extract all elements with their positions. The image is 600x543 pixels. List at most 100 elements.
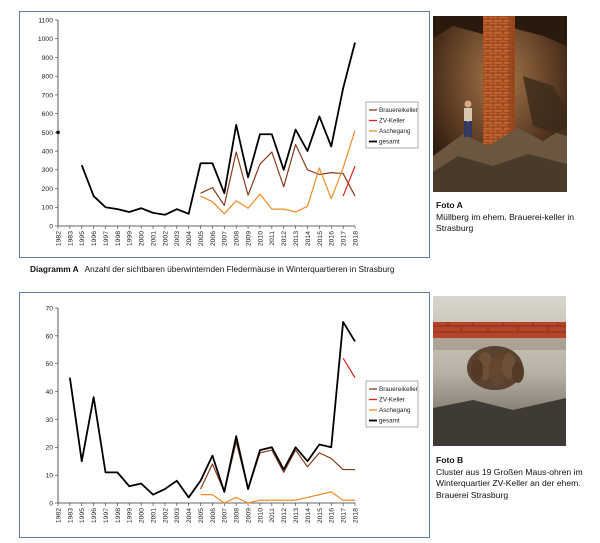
x-tick-label: 1995 xyxy=(79,508,86,523)
y-tick-label: 600 xyxy=(42,111,54,118)
y-tick-label: 100 xyxy=(42,205,54,212)
x-tick-label: 2011 xyxy=(269,508,276,523)
series-line xyxy=(200,491,355,504)
photo-a-title: Foto A xyxy=(436,200,463,210)
y-tick-label: 50 xyxy=(45,361,53,368)
y-tick-label: 400 xyxy=(42,148,54,155)
x-tick-label: 2007 xyxy=(222,231,229,246)
x-tick-label: 2010 xyxy=(257,508,264,523)
y-tick-label: 700 xyxy=(42,92,54,99)
x-tick-label: 2006 xyxy=(210,231,217,246)
x-tick-label: 1983 xyxy=(67,231,74,246)
y-tick-label: 1000 xyxy=(38,36,53,43)
series-line xyxy=(342,357,356,378)
x-tick-label: 2006 xyxy=(210,508,217,523)
y-tick-label: 800 xyxy=(42,74,54,81)
chart-b: 0 10 20 30 40 50 60 70 1982 1983 1995 1996 1997 1998 1… xyxy=(45,305,419,523)
x-tick-label: 2001 xyxy=(150,231,157,246)
series-line xyxy=(200,130,356,215)
y-tick-label: 300 xyxy=(42,167,54,174)
x-tick-label: 1983 xyxy=(67,508,74,523)
series-line xyxy=(200,143,356,206)
x-tick-label: 2003 xyxy=(174,508,181,523)
x-tick-label: 2003 xyxy=(174,231,181,246)
photo-a-image xyxy=(433,16,567,192)
x-tick-label: 1998 xyxy=(115,231,122,246)
x-tick-label: 2017 xyxy=(341,231,348,246)
x-tick-label: 1995 xyxy=(79,231,86,246)
x-tick-label: 2014 xyxy=(305,231,312,246)
x-tick-label: 1996 xyxy=(91,508,98,523)
y-tick-label: 500 xyxy=(42,130,54,137)
legend-label: Brauereikeller xyxy=(379,107,418,114)
legend-label: ZV-Keller xyxy=(379,397,405,404)
x-tick-label: 2017 xyxy=(341,508,348,523)
data-point xyxy=(56,130,60,135)
photo-a xyxy=(433,16,567,192)
series-line xyxy=(200,441,355,493)
y-tick-label: 40 xyxy=(45,389,53,396)
x-tick-label: 2008 xyxy=(234,231,241,246)
x-tick-label: 1997 xyxy=(103,508,110,523)
x-tick-label: 2013 xyxy=(293,231,300,246)
photo-b-text: Cluster aus 19 Großen Maus-ohren im Wint… xyxy=(436,466,583,500)
y-tick-label: 30 xyxy=(45,417,53,424)
x-tick-label: 2000 xyxy=(139,508,146,523)
legend-label: Brauereikeller xyxy=(379,386,418,393)
x-tick-label: 2012 xyxy=(281,508,288,523)
y-tick-label: 20 xyxy=(45,445,53,452)
x-tick-label: 2013 xyxy=(293,508,300,523)
y-tick-label: 10 xyxy=(45,473,53,480)
x-tick-label: 2002 xyxy=(162,231,169,246)
legend-label: gesamt xyxy=(379,139,400,146)
series-line xyxy=(342,165,356,197)
x-tick-label: 2014 xyxy=(305,508,312,523)
legend-label: gesamt xyxy=(379,418,400,425)
x-tick-label: 2010 xyxy=(257,231,264,246)
x-tick-label: 2001 xyxy=(150,508,157,523)
photo-b-caption: Foto B Cluster aus 19 Großen Maus-ohren … xyxy=(436,455,586,501)
photo-b-image xyxy=(433,296,566,446)
diagram-a-label: Diagramm A xyxy=(30,264,79,274)
x-tick-label: 2009 xyxy=(245,231,252,246)
y-tick-label: 0 xyxy=(49,223,53,230)
legend-label: Aschegang xyxy=(379,407,411,414)
x-tick-label: 2016 xyxy=(329,231,336,246)
y-tick-label: 60 xyxy=(45,333,53,340)
photo-a-text: Müllberg im ehem. Brauerei-keller in Str… xyxy=(436,211,575,234)
diagram-a-text: Anzahl der sichtbaren überwinternden Fle… xyxy=(84,264,395,274)
x-tick-label: 2002 xyxy=(162,508,169,523)
x-tick-label: 2016 xyxy=(329,508,336,523)
y-tick-label: 900 xyxy=(42,55,54,62)
x-tick-label: 2018 xyxy=(352,231,359,246)
x-tick-label: 1999 xyxy=(127,508,134,523)
x-tick-label: 2018 xyxy=(352,508,359,523)
legend-label: ZV-Keller xyxy=(379,118,405,125)
photo-b-title: Foto B xyxy=(436,455,464,465)
x-tick-label: 1982 xyxy=(55,508,62,523)
y-tick-label: 0 xyxy=(49,500,53,507)
x-tick-label: 1999 xyxy=(127,231,134,246)
x-tick-label: 2005 xyxy=(198,508,205,523)
x-tick-label: 2004 xyxy=(186,508,193,523)
diagram-a-frame: 0 100 200 300 400 500 600 700 800 900 1000 1100 1982… xyxy=(19,11,430,258)
photo-b xyxy=(433,296,566,446)
diagram-a-caption: Diagramm A Anzahl der sichtbaren überwint… xyxy=(30,264,395,274)
x-tick-label: 2004 xyxy=(186,231,193,246)
series-line xyxy=(80,42,356,216)
x-tick-label: 2012 xyxy=(281,231,288,246)
x-tick-label: 2008 xyxy=(234,508,241,523)
x-tick-label: 2009 xyxy=(245,508,252,523)
x-tick-label: 2011 xyxy=(269,231,276,246)
chart-a: 0 100 200 300 400 500 600 700 800 900 1000 1100 1982… xyxy=(38,17,419,246)
x-tick-label: 2000 xyxy=(139,231,146,246)
y-tick-label: 70 xyxy=(45,305,53,312)
legend-label: Aschegang xyxy=(379,128,411,135)
diagram-b-frame: 0 10 20 30 40 50 60 70 1982 1983 1995 1996 1997 1998 1… xyxy=(19,292,430,538)
x-tick-label: 2007 xyxy=(222,508,229,523)
x-tick-label: 1997 xyxy=(103,231,110,246)
x-tick-label: 2015 xyxy=(317,231,324,246)
x-tick-label: 1982 xyxy=(55,231,62,246)
x-tick-label: 2005 xyxy=(198,231,205,246)
x-tick-label: 1998 xyxy=(115,508,122,523)
